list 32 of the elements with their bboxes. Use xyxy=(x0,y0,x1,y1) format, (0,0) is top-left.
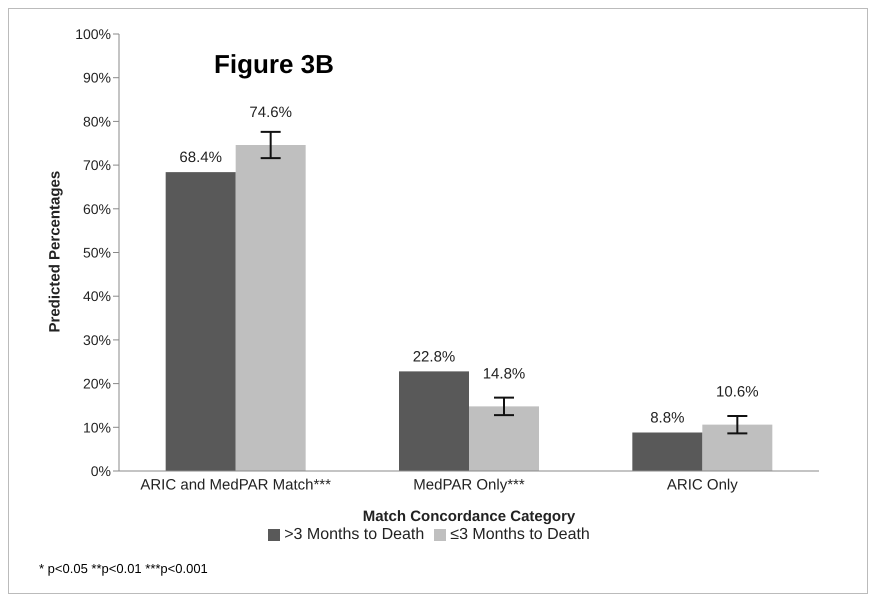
legend-label: >3 Months to Death xyxy=(284,526,424,543)
data-label: 22.8% xyxy=(412,348,456,366)
legend-label: ≤3 Months to Death xyxy=(450,526,590,543)
y-tick-label: 50% xyxy=(82,244,111,260)
x-tick-label: ARIC and MedPAR Match*** xyxy=(140,476,332,494)
data-label: 74.6% xyxy=(249,104,292,121)
y-tick-label: 10% xyxy=(82,419,111,436)
y-axis-title: Predicted Percentages xyxy=(46,170,64,332)
y-tick-label: 20% xyxy=(82,376,111,392)
x-axis-title: Match Concordance Category xyxy=(362,508,576,525)
y-tick-label: 90% xyxy=(82,70,111,86)
y-tick-label: 70% xyxy=(82,157,111,174)
bar xyxy=(632,432,702,471)
x-tick-label: ARIC Only xyxy=(666,476,738,494)
bar xyxy=(166,172,236,471)
bar xyxy=(702,424,772,471)
data-label: 10.6% xyxy=(716,384,759,401)
bar xyxy=(399,371,469,471)
y-tick-label: 60% xyxy=(82,200,111,217)
y-tick-label: 40% xyxy=(82,288,111,304)
y-tick-label: 0% xyxy=(90,462,111,479)
text: Figure 3B xyxy=(214,49,334,80)
data-label: 14.8% xyxy=(482,365,526,382)
data-label: 8.8% xyxy=(650,410,684,427)
y-tick-label: 80% xyxy=(82,113,111,130)
y-tick-label: 100% xyxy=(75,26,111,42)
text: * p<0.05 **p<0.01 ***p<0.001 xyxy=(39,561,208,576)
bar xyxy=(236,145,306,471)
bar xyxy=(469,406,539,471)
data-label: 68.4% xyxy=(179,149,222,166)
y-tick-label: 30% xyxy=(82,332,111,348)
x-tick-label: MedPAR Only*** xyxy=(413,476,525,494)
